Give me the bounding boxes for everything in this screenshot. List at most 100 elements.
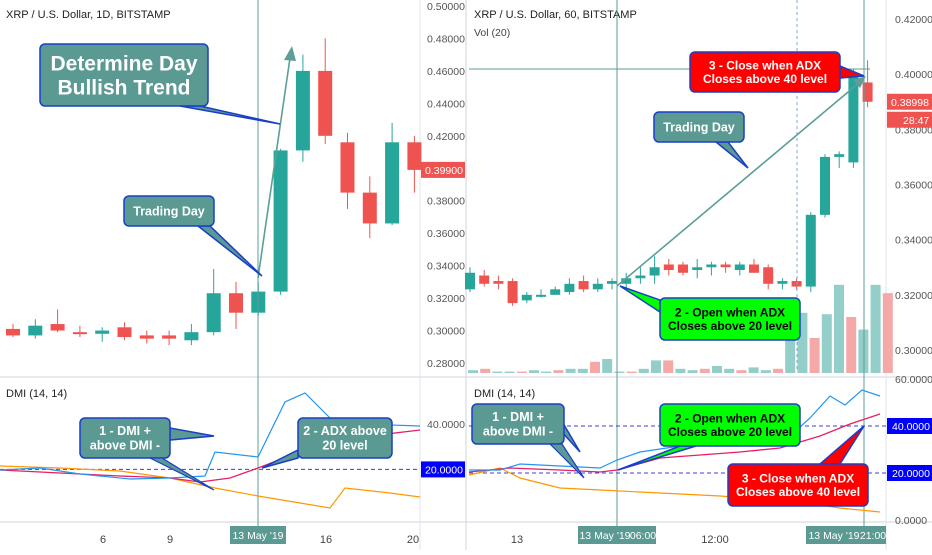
price-tick-label: 0.32000 <box>895 290 932 302</box>
candle-body <box>678 264 688 273</box>
volume-bar <box>565 368 576 373</box>
dmi-tick-label: 20.0000 <box>892 468 930 480</box>
candle-body <box>521 294 532 301</box>
candle-body <box>72 332 87 335</box>
volume-title: Vol (20) <box>474 27 510 39</box>
volume-bar <box>846 317 857 373</box>
candle-body <box>635 275 646 279</box>
candle-body <box>564 283 575 293</box>
candle-body <box>536 294 546 297</box>
trend-arrow-line <box>616 81 861 287</box>
candle-body <box>273 150 288 292</box>
callout-adx20-left-text: 2 - ADX above 20 level <box>303 424 387 452</box>
candle-body <box>318 70 333 136</box>
price-tick-label: 0.44000 <box>427 98 465 110</box>
price-tick-label: 0.40000 <box>895 69 932 81</box>
candle-body <box>162 335 177 339</box>
volume-bar <box>699 368 710 373</box>
callout-open20-top-fill <box>661 299 799 339</box>
candle-body <box>763 267 774 284</box>
dmi-tick-label: 40.0000 <box>427 419 465 431</box>
candle-body <box>777 281 788 284</box>
callout-close40-bottom-text: 3 - Close when ADX Closes above 40 level <box>736 471 860 499</box>
callout-dmi-left-text: 1 - DMI + above DMI - <box>90 424 160 452</box>
last-price-tag <box>421 161 465 178</box>
volume-bar <box>492 371 503 373</box>
callout-dmi-left-tail <box>169 427 215 441</box>
candle-body <box>805 214 816 287</box>
price-tick-label: 0.42000 <box>427 131 465 143</box>
level-tag <box>887 418 932 434</box>
time-tick-label: 20 <box>407 534 419 546</box>
candle-body <box>6 328 20 336</box>
volume-bar <box>834 284 844 373</box>
callout-close40-top-fill <box>691 53 839 91</box>
callout-trading-day-left-tail <box>195 225 263 277</box>
dmi-minus-line <box>0 465 421 509</box>
volume-bar <box>480 368 491 373</box>
volume-bar <box>529 370 539 373</box>
volume-bar <box>736 370 747 373</box>
dmi-title: DMI (14, 14) <box>6 388 67 400</box>
last-price-tag <box>887 93 932 110</box>
trend-arrow-head <box>284 46 296 61</box>
candle-body <box>465 272 475 290</box>
candle-body <box>848 76 859 163</box>
crosshair-time-tag <box>230 526 286 544</box>
candle-body <box>720 264 731 268</box>
candle-body <box>607 281 617 284</box>
volume-bar <box>614 371 625 373</box>
symbol-title: XRP / U.S. Dollar, 60, BITSTAMP <box>474 9 637 21</box>
callout-close40-bottom-tail <box>817 425 865 465</box>
callout-trend-tail <box>179 105 281 125</box>
callout-trading-day-left-fill <box>125 197 213 225</box>
callout-open20-top-text: 2 - Open when ADX Closes above 20 level <box>668 305 792 333</box>
candle-body <box>362 192 377 224</box>
candle-body <box>493 281 504 284</box>
candle-body <box>295 70 310 151</box>
volume-bar <box>468 370 478 373</box>
candle-body <box>834 154 845 157</box>
volume-bar <box>870 284 881 373</box>
level-20-tag <box>421 461 465 478</box>
candle-body <box>385 142 400 224</box>
level-tag <box>887 465 932 481</box>
symbol-title: XRP / U.S. Dollar, 1D, BITSTAMP <box>6 9 171 21</box>
price-tick-label: 0.34000 <box>895 235 932 247</box>
callout-dmi-right-fill <box>473 405 563 443</box>
candle-body <box>862 82 873 102</box>
crosshair-time-tag <box>806 526 886 544</box>
volume-bar <box>590 361 600 373</box>
callout-trend-text: Determine Day Bullish Trend <box>50 52 197 99</box>
candle-body <box>117 327 132 338</box>
callout-close40-bottom-fill <box>729 465 867 505</box>
volume-bar <box>821 314 832 373</box>
callout-close40-top-tail <box>839 64 865 79</box>
dmi-tick-label: 60.0000 <box>895 374 932 386</box>
callout-open20-top-tail <box>619 285 661 314</box>
volume-bar <box>773 368 783 373</box>
countdown-tag <box>887 111 932 128</box>
candle-body <box>507 281 518 304</box>
candle-body <box>184 332 199 341</box>
candle-body <box>229 293 243 313</box>
volume-bar <box>626 371 637 373</box>
time-tick-label: 6 <box>100 534 106 546</box>
callout-trading-day-left-text: Trading Day <box>133 204 205 218</box>
candle-body <box>28 325 43 336</box>
dmi-tick-label: 20.0000 <box>425 464 463 476</box>
time-tick-label: 9 <box>167 534 173 546</box>
callout-dmi-left-tail2 <box>149 457 215 491</box>
candle-body <box>578 281 589 290</box>
candle-body <box>621 278 632 284</box>
crosshair-time-tag <box>578 526 656 544</box>
callout-trading-day-right-tail <box>713 141 749 169</box>
price-tick-label: 0.36000 <box>895 180 932 192</box>
candle-body <box>706 264 717 268</box>
volume-bar <box>882 293 893 373</box>
volume-bar <box>651 360 661 373</box>
volume-bar <box>724 368 735 373</box>
volume-bar <box>663 360 674 373</box>
candle-body <box>340 142 355 193</box>
candle-body <box>734 264 745 271</box>
